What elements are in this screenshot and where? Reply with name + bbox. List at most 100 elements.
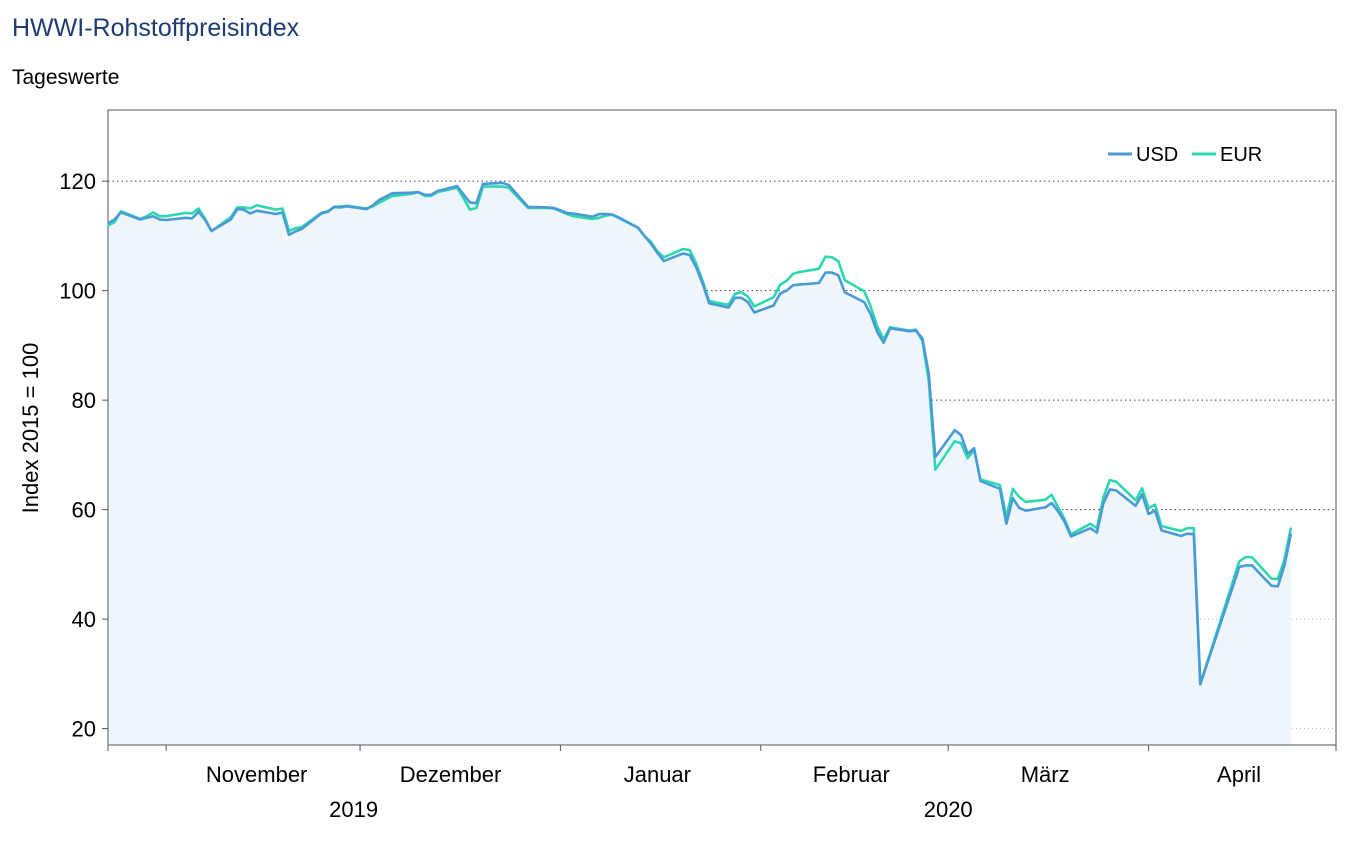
data-point (326, 210, 329, 213)
data-point (966, 457, 969, 460)
data-point (727, 306, 730, 309)
data-point (501, 185, 504, 188)
data-point (1238, 566, 1240, 568)
data-point (236, 208, 239, 211)
data-point (1141, 493, 1143, 496)
data-point (882, 341, 885, 344)
data-point (1270, 584, 1273, 587)
x-year-label: 2020 (924, 797, 973, 822)
data-point (1044, 506, 1047, 509)
data-point (876, 325, 878, 328)
data-point (779, 292, 782, 295)
data-point (158, 218, 161, 221)
data-point (695, 266, 697, 268)
data-point (107, 222, 109, 225)
data-point (527, 206, 529, 208)
data-point (831, 256, 833, 259)
data-point (979, 480, 982, 482)
data-point (365, 208, 368, 211)
data-point (294, 230, 297, 233)
data-point (1115, 489, 1118, 492)
data-point (1102, 502, 1105, 505)
data-point (1102, 496, 1105, 499)
data-point (1134, 504, 1137, 507)
data-point (1147, 513, 1150, 515)
data-point (385, 198, 387, 201)
data-point (184, 216, 187, 219)
data-point (1238, 560, 1240, 563)
data-point (591, 215, 594, 218)
data-point (197, 210, 200, 213)
data-point (643, 235, 646, 237)
chart-title: HWWI-Rohstoffpreisindex (12, 14, 300, 42)
data-point (1160, 529, 1163, 532)
data-point (1283, 565, 1286, 567)
data-point (1186, 532, 1189, 535)
series-layer (107, 181, 1293, 686)
y-tick-label: 120 (59, 169, 96, 194)
data-point (734, 293, 736, 295)
data-point (927, 373, 930, 375)
data-point (1251, 564, 1253, 567)
data-point (546, 206, 549, 209)
data-point (1289, 533, 1292, 536)
data-point (249, 212, 252, 215)
data-point (753, 311, 756, 314)
data-point (598, 216, 601, 219)
legend-label-usd: USD (1136, 144, 1178, 166)
data-point (572, 212, 575, 215)
data-point (747, 301, 749, 303)
data-point (1180, 530, 1182, 532)
x-axis: November Dezember Januar Februar März April 20… (107, 745, 1337, 822)
data-point (779, 283, 782, 286)
data-point (346, 205, 348, 208)
data-point (960, 442, 962, 445)
data-point (1199, 683, 1202, 686)
data-point (288, 233, 290, 236)
data-point (1057, 510, 1059, 513)
data-point (113, 218, 116, 221)
data-point (1018, 507, 1021, 509)
data-point (734, 296, 736, 299)
data-point (999, 484, 1001, 486)
data-point (417, 191, 420, 194)
y-tick-label: 60 (72, 498, 96, 523)
data-point (333, 206, 336, 208)
data-point (1154, 503, 1156, 506)
data-point (475, 202, 478, 205)
data-point (391, 195, 394, 197)
data-point (1096, 531, 1098, 534)
data-point (339, 206, 342, 209)
data-point (423, 193, 426, 196)
series-usd (107, 181, 1293, 686)
data-point (120, 211, 122, 214)
data-point (191, 212, 193, 215)
data-point (831, 271, 833, 274)
data-point (688, 254, 691, 256)
data-point (1276, 578, 1279, 580)
y-axis: 20 40 60 80 100 120 (59, 169, 108, 742)
data-point (656, 252, 659, 254)
data-point (294, 227, 297, 230)
data-point (1089, 522, 1092, 525)
data-point (158, 215, 161, 218)
data-point (378, 201, 381, 204)
data-point (152, 215, 155, 218)
chart-subtitle: Tageswerte (12, 66, 120, 89)
data-point (242, 208, 245, 211)
data-point (843, 291, 846, 294)
data-point (1141, 487, 1143, 490)
data-point (973, 447, 975, 450)
data-point (915, 329, 917, 332)
data-point (1024, 501, 1027, 503)
data-point (1244, 556, 1247, 559)
data-point (107, 224, 109, 227)
data-point (1050, 493, 1053, 496)
y-tick-label: 80 (72, 388, 96, 413)
data-point (837, 274, 840, 277)
data-point (372, 204, 374, 207)
data-point (798, 283, 801, 286)
x-tick-label: März (1021, 762, 1070, 787)
data-point (953, 429, 956, 432)
data-point (385, 195, 387, 198)
